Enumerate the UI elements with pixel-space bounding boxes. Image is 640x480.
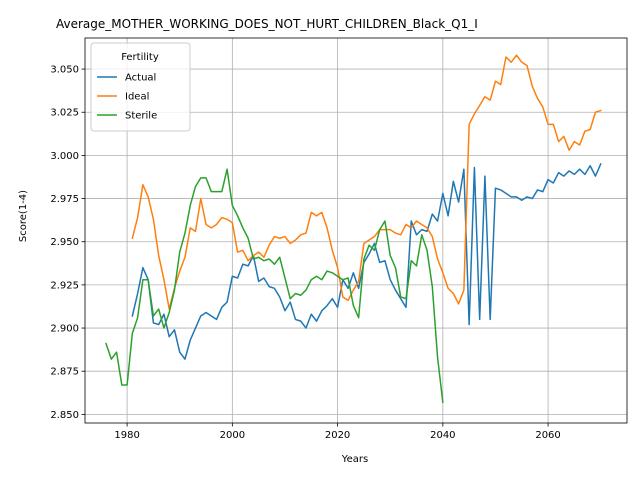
legend-label-ideal: Ideal (125, 92, 149, 103)
y-tick-label: 2.850 (50, 410, 79, 421)
series-line-ideal (131, 54, 602, 310)
y-tick-label: 2.900 (50, 324, 79, 335)
axis-ticks: 1980 2000 2020 2040 2060 2.850 2.875 2.900 2.925… (50, 65, 560, 441)
legend-label-actual: Actual (125, 73, 156, 84)
chart-title: Average_MOTHER_WORKING_DOES_NOT_HURT_CHI… (56, 17, 478, 31)
plot-frame (84, 37, 628, 424)
y-tick-label: 3.000 (50, 151, 79, 162)
x-tick-label: 1980 (114, 430, 139, 441)
x-tick-label: 2060 (535, 430, 560, 441)
y-tick-label: 2.925 (50, 280, 79, 291)
x-tick-label: 2040 (430, 430, 455, 441)
series-line-actual (131, 163, 602, 360)
legend-label-sterile: Sterile (125, 111, 157, 122)
x-tick-label: 2000 (220, 430, 245, 441)
y-tick-label: 2.875 (50, 367, 79, 378)
y-axis-label: Score(1-4) (18, 190, 29, 242)
y-tick-label: 2.975 (50, 194, 79, 205)
x-tick-label: 2020 (325, 430, 350, 441)
series-line-sterile (105, 168, 444, 404)
y-tick-label: 3.050 (50, 65, 79, 76)
legend: Fertility Actual Ideal Sterile (90, 42, 191, 132)
legend-box (90, 42, 191, 132)
legend-entries: Actual Ideal Sterile (97, 73, 157, 122)
y-tick-label: 2.950 (50, 237, 79, 248)
legend-title: Fertility (121, 52, 159, 63)
series-lines (105, 54, 602, 404)
y-tick-label: 3.025 (50, 108, 79, 119)
x-axis-label: Years (341, 454, 368, 465)
